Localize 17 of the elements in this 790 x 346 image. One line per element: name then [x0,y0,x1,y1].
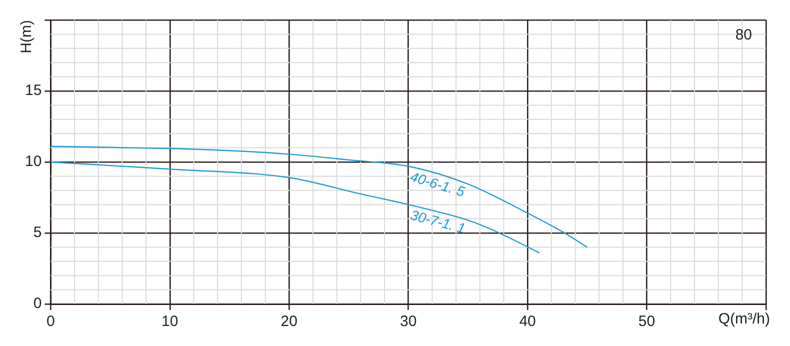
text: 40-6-1. 5 [408,168,467,200]
x-tick-label: 0 [46,313,55,330]
annotation: 80 [735,26,752,44]
y-tick-label: 10 [24,153,42,170]
y-tick-label: 15 [24,82,42,100]
y-tick-label: 0 [33,295,42,312]
x-tick-label: 20 [280,313,298,330]
x-tick-label: 40 [519,313,536,330]
x-tick-label: 30 [400,313,417,330]
text: 30-7-1. 1 [408,206,468,236]
x-axis-title: Q(m³/h) [718,310,770,328]
line-series [50,161,540,254]
y-axis-title: H(m) [18,20,35,54]
line-series [50,146,588,248]
x-tick-label: 10 [162,313,178,330]
y-tick-label: 5 [33,224,42,242]
x-tick-label: 50 [638,313,656,330]
